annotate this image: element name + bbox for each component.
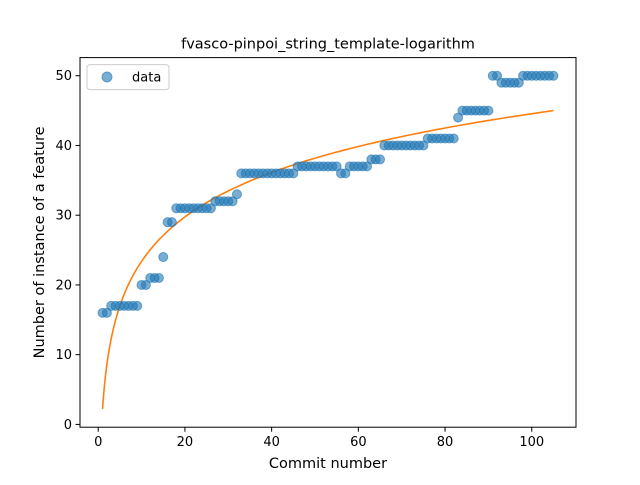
y-axis-label: Number of instance of a feature [32,126,48,358]
y-tick-label: 30 [55,209,72,224]
x-tick-label: 100 [519,435,544,450]
y-tick-label: 0 [64,418,72,433]
data-point [483,105,494,116]
legend: data [86,64,170,91]
y-tick-label: 50 [55,69,72,84]
x-axis-label: Commit number [269,456,387,472]
y-tick-label: 40 [55,139,72,154]
data-point [448,133,459,144]
x-tick-label: 20 [177,435,194,450]
data-point [548,70,559,81]
fit-line-layer [101,109,554,410]
legend-label-data: data [132,71,161,86]
data-point [153,272,164,283]
y-axis-ticks: 0 10 20 30 40 50 [55,69,80,433]
y-tick-label: 10 [55,348,72,363]
data-point [375,154,386,165]
data-points-layer [97,70,559,318]
data-point [231,189,242,200]
data-point [132,300,143,311]
legend-box [86,64,170,91]
y-tick-label: 20 [55,278,72,293]
legend-marker-data [101,71,113,83]
x-tick-label: 60 [350,435,367,450]
x-tick-label: 0 [94,435,102,450]
plot-frame [79,57,577,428]
x-tick-label: 40 [263,435,280,450]
x-tick-label: 80 [437,435,454,450]
fit-line [101,109,554,410]
x-axis-ticks: 0 20 40 60 80 100 [94,427,544,450]
chart-title: fvasco-pinpoi_string_template-logarithm [181,37,475,53]
data-point [166,217,177,228]
data-point [158,252,169,263]
